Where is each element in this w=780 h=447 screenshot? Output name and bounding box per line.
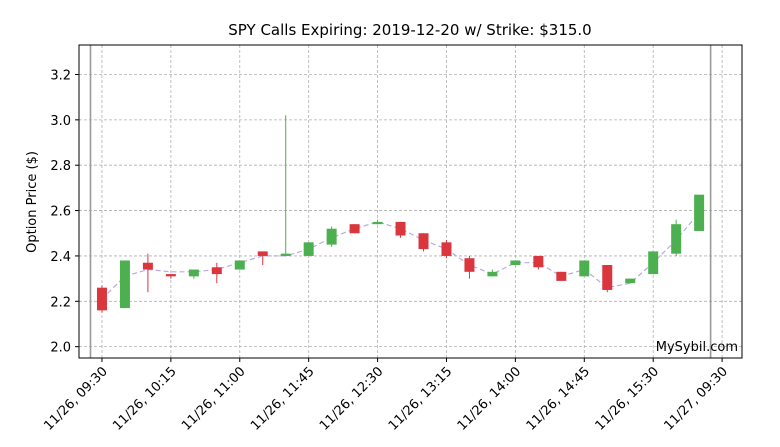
candle-body [257,251,268,256]
y-tick-label: 2.0 [50,341,71,356]
candle [395,221,406,238]
candle [188,269,199,279]
trend-polyline [101,212,700,300]
candle-body [556,271,567,281]
candle-body [165,274,176,277]
x-axis: 11/26, 09:30 11/26, 10:15 11/26, 11:00 11/2… [41,358,731,434]
candle [579,260,590,277]
candle-body [303,242,314,256]
x-tick-label: 11/26, 15:30 [593,364,662,433]
candle [142,253,153,293]
candle-body [648,251,659,275]
candle [119,260,130,309]
y-tick-label: 2.2 [50,295,71,310]
candle-body [188,269,199,277]
trend-line [101,212,700,300]
candle-body [96,287,107,311]
candle [602,265,613,293]
candle [556,271,567,281]
candle-body [418,233,429,250]
candle-body [349,224,360,234]
candle-body [280,253,291,256]
x-tick-label: 11/26, 10:15 [110,364,179,433]
candle-body [395,221,406,236]
candles [96,115,705,313]
plot-frame [78,44,743,359]
candle [625,278,636,284]
candle-body [510,260,521,266]
x-tick-label: 11/27, 09:30 [661,364,730,433]
y-tick-label: 2.4 [50,250,71,265]
y-tick-label: 2.8 [50,159,71,174]
candle-body [372,221,383,225]
x-tick-label: 11/26, 09:30 [41,364,110,433]
candle [96,285,107,313]
candle-body [464,258,475,272]
x-tick-label: 11/26, 11:45 [248,364,317,433]
candle [487,269,498,277]
candle-body [119,260,130,309]
candle [441,240,452,259]
candle-body [211,267,222,275]
candle [464,255,475,279]
session-bounds [89,45,712,358]
candle [372,219,383,225]
candle [418,233,429,252]
candle [533,255,544,270]
y-axis: 2.0 2.2 2.4 2.6 2.8 3.0 3.2 [50,68,79,356]
candle-body [579,260,590,277]
candle-body [602,265,613,290]
candle [234,260,245,270]
candle [257,251,268,266]
candle-body [234,260,245,270]
candle-body [694,194,705,231]
candle-body [533,255,544,268]
x-tick-label: 11/26, 12:30 [317,364,386,433]
y-axis-label: Option Price ($) [25,151,40,253]
candle-body [487,271,498,277]
x-tick-label: 11/26, 14:00 [455,364,524,433]
x-tick-label: 11/26, 11:00 [179,364,248,433]
candle [211,262,222,284]
candle [510,260,521,266]
chart-title: SPY Calls Expiring: 2019-12-20 w/ Strike… [228,21,591,39]
grid [79,45,742,358]
candle [165,274,176,279]
watermark: MySybil.com [656,340,738,355]
y-tick-label: 2.6 [50,205,71,220]
candle [280,115,291,256]
y-tick-label: 3.0 [50,114,71,129]
x-tick-label: 11/26, 13:15 [386,364,455,433]
candle-body [625,278,636,284]
candle-body [441,242,452,256]
candle [326,226,337,247]
candle-body [326,228,337,245]
x-tick-label: 11/26, 14:45 [524,364,593,433]
candle [694,194,705,231]
candle-body [142,262,153,270]
candle [648,251,659,275]
candle [349,224,360,234]
candle [303,242,314,256]
candle-body [671,224,682,254]
y-tick-label: 3.2 [50,68,71,83]
candle [671,219,682,256]
